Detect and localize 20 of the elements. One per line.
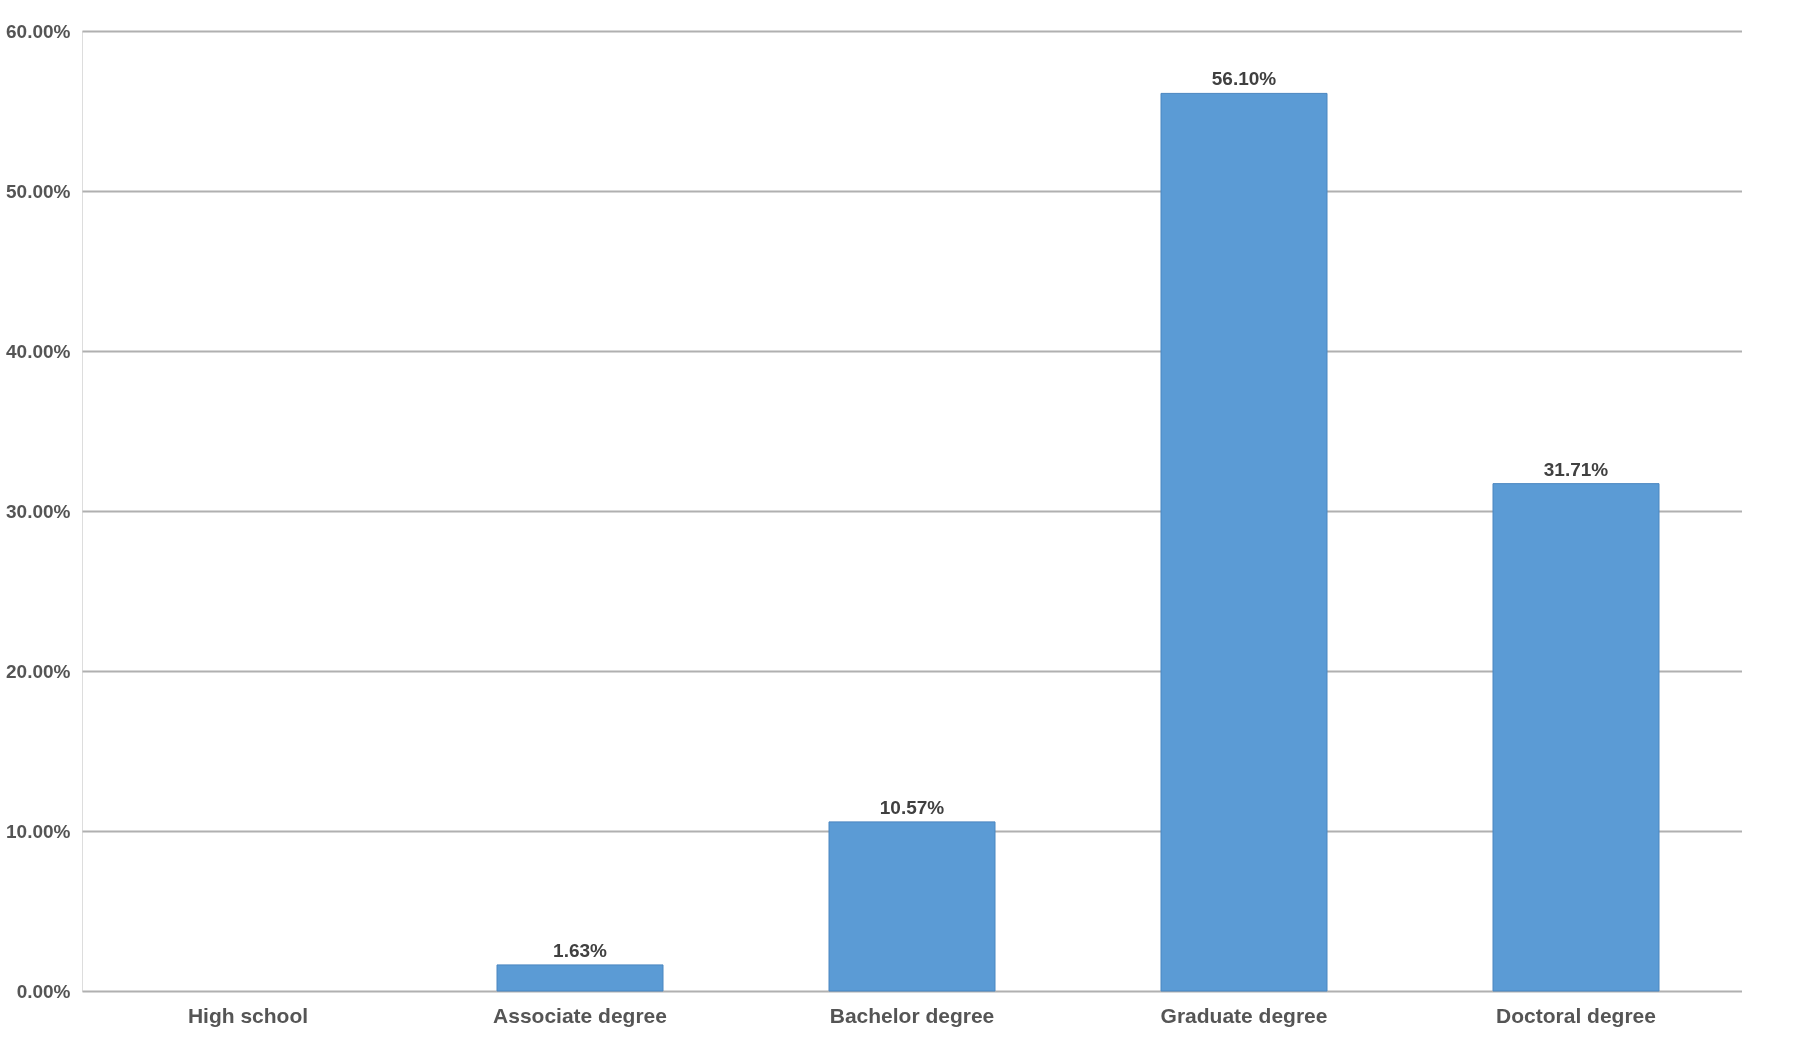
- data-label: 56.10%: [1211, 68, 1277, 90]
- y-tick-label: 20.00%: [6, 660, 71, 682]
- y-tick-label: 50.00%: [6, 180, 71, 202]
- x-tick-label: Associate degree: [493, 1003, 667, 1027]
- y-tick-label: 10.00%: [6, 820, 71, 842]
- x-tick-label: High school: [187, 1003, 309, 1027]
- data-label: 10.57%: [879, 796, 945, 818]
- bar: [496, 964, 664, 992]
- bar: [828, 821, 996, 992]
- x-tick-label: Doctoral degree: [1496, 1003, 1656, 1027]
- bar: [1160, 92, 1328, 992]
- data-label: 31.71%: [1543, 458, 1609, 480]
- data-label: 1.63%: [553, 939, 608, 961]
- y-tick-label: 60.00%: [6, 20, 71, 42]
- x-tick-label: Bachelor degree: [829, 1003, 995, 1027]
- y-tick-label: 0.00%: [16, 980, 71, 1002]
- y-tick-label: 30.00%: [6, 500, 71, 522]
- bar: [1492, 483, 1660, 992]
- y-tick-label: 40.00%: [6, 340, 71, 362]
- x-tick-label: Graduate degree: [1160, 1003, 1328, 1027]
